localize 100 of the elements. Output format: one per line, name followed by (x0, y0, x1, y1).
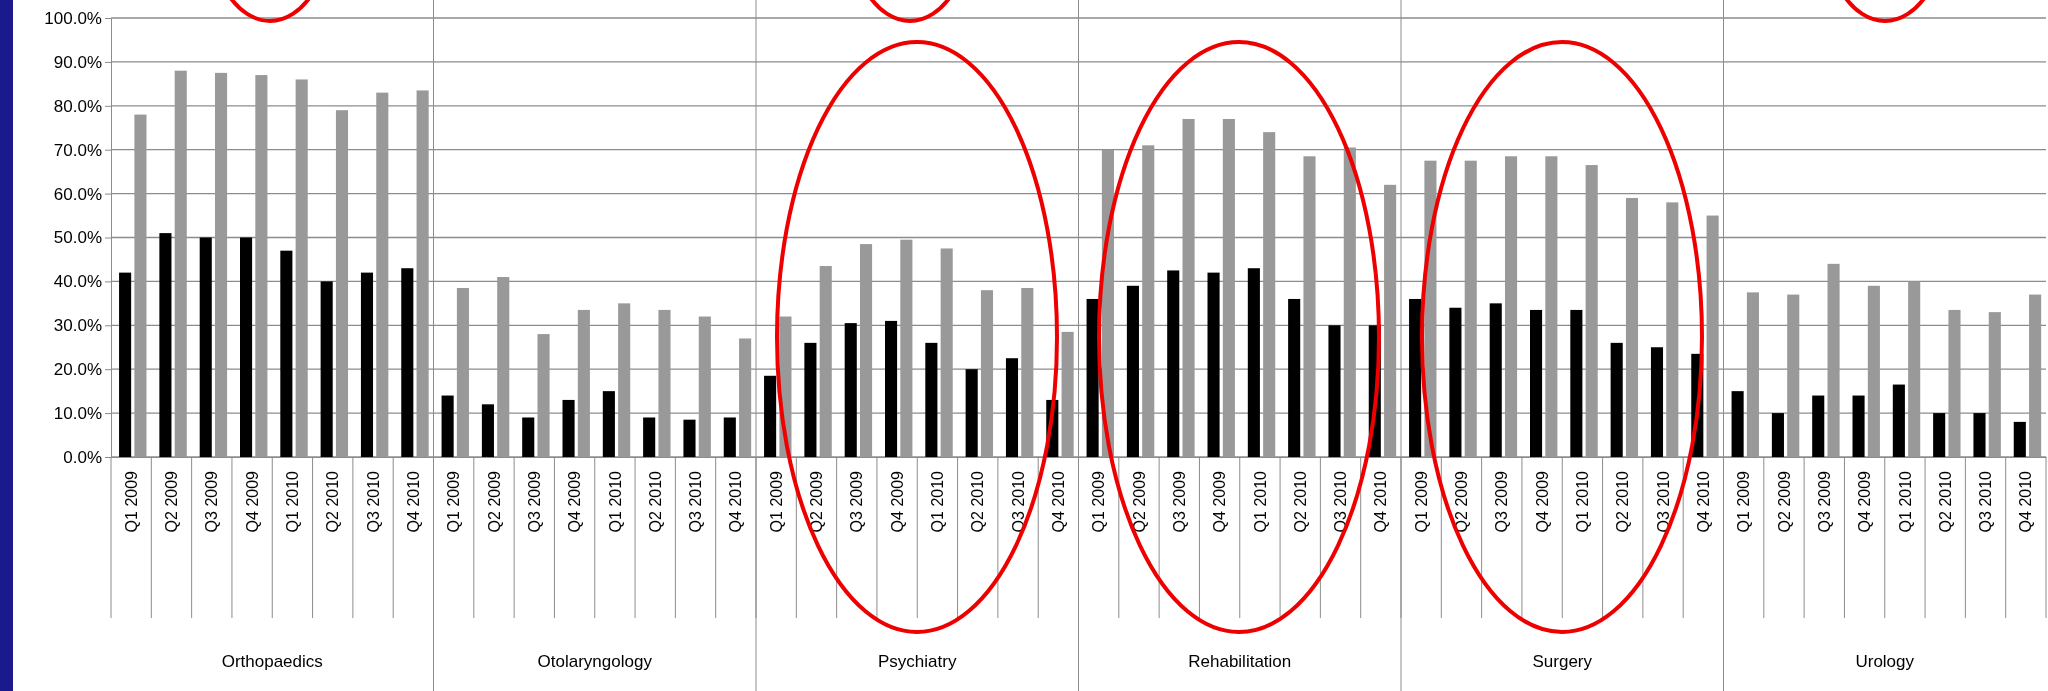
x-tick-label: Q1 2010 (1251, 470, 1269, 533)
x-tick-label: Q1 2009 (1090, 470, 1108, 533)
x-tick-label: Q4 2009 (243, 470, 261, 533)
x-tick-label: Q4 2009 (566, 470, 584, 533)
bar (1505, 156, 1518, 457)
bar (1666, 202, 1679, 457)
x-tick-label: Q1 2010 (1574, 470, 1592, 533)
bar (1948, 309, 1961, 457)
bar (562, 399, 575, 457)
text: Orthopaedics (221, 652, 323, 671)
bar (376, 92, 389, 457)
bar (1021, 287, 1034, 457)
bar (255, 75, 268, 457)
x-tick-label: Q1 2009 (1735, 470, 1753, 533)
x-tick-label: Q4 2010 (1049, 470, 1067, 533)
bar (1867, 285, 1880, 457)
x-tick-label: Q3 2009 (525, 470, 543, 533)
y-tick-label: 90.0% (53, 52, 102, 72)
bar (1746, 292, 1759, 457)
bar (1384, 184, 1397, 457)
bar (1207, 272, 1220, 457)
bar (643, 417, 656, 457)
text: Surgery (1532, 652, 1593, 671)
bar (1182, 118, 1195, 457)
x-tick-label: Q2 2010 (646, 470, 664, 533)
bar (1973, 413, 1986, 457)
bar (401, 268, 414, 457)
x-tick-label: Q2 2010 (1614, 470, 1632, 533)
bar (119, 272, 132, 457)
bar (522, 417, 535, 457)
bar (1650, 347, 1664, 457)
bar (602, 391, 615, 457)
y-tick-label: 40.0% (53, 272, 102, 292)
x-tick-label: Q4 2009 (1856, 470, 1874, 533)
bar (456, 287, 469, 457)
bar (1933, 413, 1946, 457)
bar (1988, 312, 2001, 457)
bar (1263, 132, 1276, 457)
y-tick-label: 80.0% (53, 96, 102, 116)
x-tick-label: Q2 2010 (324, 470, 342, 533)
bar (335, 110, 349, 457)
text: Rehabilitation (1188, 652, 1292, 671)
bar (1625, 197, 1639, 457)
y-tick-label: 0.0% (63, 447, 102, 467)
bar (1545, 156, 1558, 457)
bar (537, 334, 550, 457)
bar (940, 248, 953, 457)
x-tick-label: Q2 2010 (1291, 470, 1309, 533)
bar (618, 303, 631, 457)
x-tick-label: Q3 2010 (687, 470, 705, 533)
bar (1288, 298, 1301, 457)
x-tick-label: Q3 2010 (364, 470, 382, 533)
bar (1771, 413, 1784, 457)
bar (1222, 118, 1235, 457)
x-tick-label: Q2 2010 (1936, 470, 1954, 533)
x-tick-label: Q3 2009 (203, 470, 221, 533)
bar (698, 316, 711, 457)
bar (1852, 395, 1865, 457)
bar (320, 281, 333, 457)
bar (860, 244, 873, 457)
bar (215, 72, 228, 457)
x-tick-label: Q3 2009 (1815, 470, 1833, 533)
bar (1570, 309, 1583, 457)
y-tick-label: 70.0% (53, 140, 102, 160)
bar (295, 79, 308, 457)
bar (1061, 331, 1074, 457)
bar (1464, 160, 1477, 457)
bar (497, 277, 510, 457)
bar (481, 404, 494, 457)
bar (844, 323, 857, 457)
y-tick-label: 50.0% (53, 228, 102, 248)
x-tick-label: Q2 2010 (969, 470, 987, 533)
bar (174, 70, 187, 457)
x-tick-label: Q3 2009 (1493, 470, 1511, 533)
x-tick-label: Q1 2009 (767, 470, 785, 533)
bar (1142, 145, 1155, 457)
bar (240, 237, 253, 457)
x-tick-label: Q1 2010 (606, 470, 624, 533)
bar (1343, 147, 1356, 457)
text: Urology (1855, 652, 1915, 671)
bar (1489, 303, 1502, 457)
bar (280, 250, 293, 457)
bar (658, 309, 671, 457)
bar (683, 419, 696, 457)
bar (1787, 294, 1800, 457)
x-tick-label: Q3 2009 (1170, 470, 1188, 533)
x-tick-label: Q4 2009 (1533, 470, 1551, 533)
x-tick-label: Q4 2010 (1694, 470, 1712, 533)
x-tick-label: Q1 2009 (445, 470, 463, 533)
bar (159, 233, 172, 457)
x-tick-label: Q4 2010 (404, 470, 422, 533)
bar (885, 320, 898, 457)
bar (134, 114, 147, 457)
x-tick-label: Q2 2009 (485, 470, 503, 533)
bar (819, 266, 832, 457)
x-tick-label: Q3 2010 (1977, 470, 1995, 533)
bar (1530, 309, 1543, 457)
bar (1706, 215, 1719, 457)
bar (577, 309, 590, 457)
y-tick-label: 20.0% (53, 360, 102, 380)
